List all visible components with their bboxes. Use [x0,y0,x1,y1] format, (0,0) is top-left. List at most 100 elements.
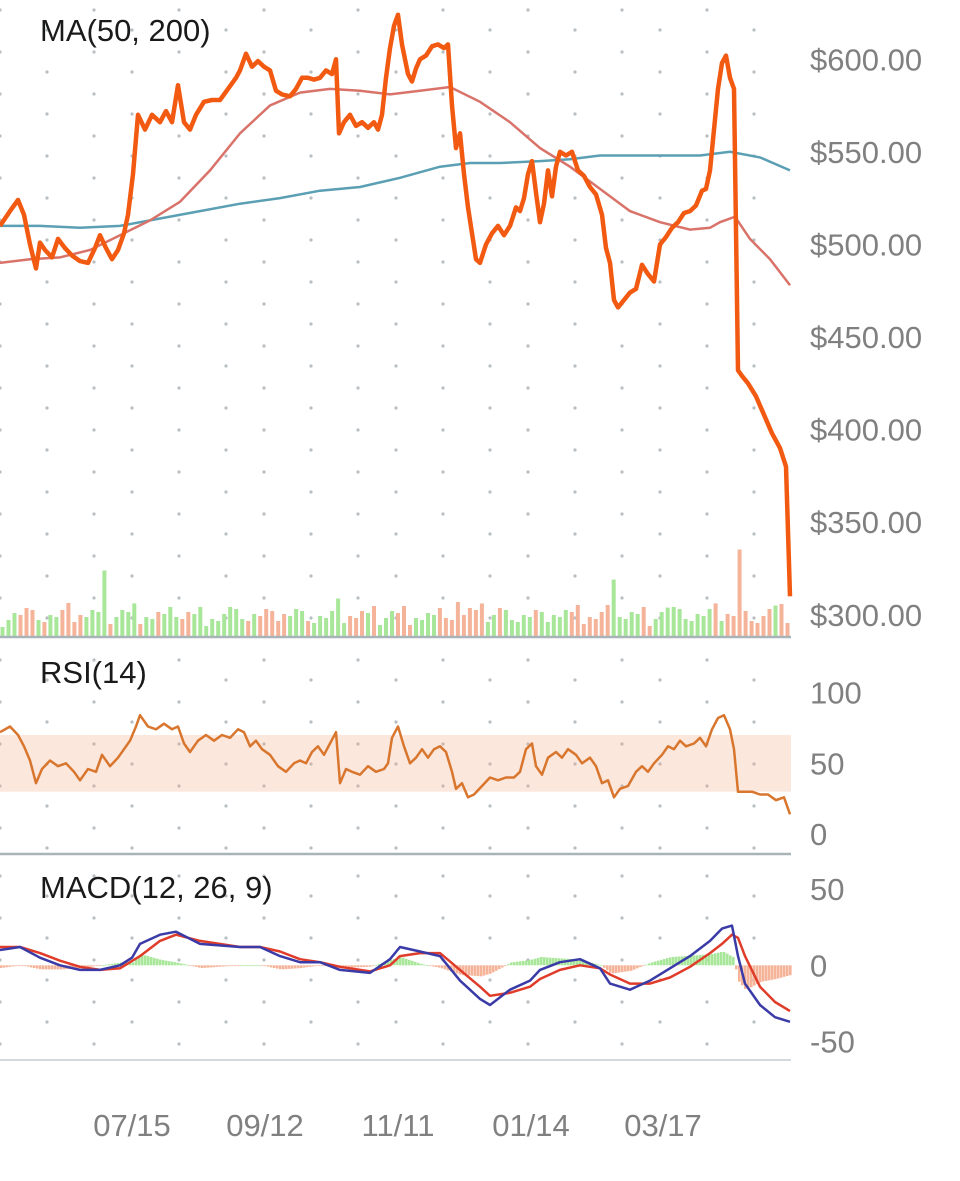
grid-dot [177,874,181,878]
grid-dot [262,176,266,180]
macd-histogram-bar [96,965,99,967]
volume-bar [599,612,604,637]
grid-dot [177,916,181,920]
grid-dot [752,70,756,74]
macd-histogram-bar [90,965,93,967]
grid-dot [356,344,360,348]
grid-dot [177,176,181,180]
macd-histogram-bar [102,965,105,966]
grid-dot [92,218,96,222]
grid-dot [658,574,662,578]
macd-histogram-bar [642,965,645,967]
volume-bar [683,619,688,637]
grid-dot [620,958,624,962]
grid-dot [45,154,49,158]
price-panel-title: MA(50, 200) [40,13,211,48]
volume-bar [0,627,5,637]
macd-histogram-bar [312,965,315,967]
macd-histogram-bar [624,965,627,972]
volume-bar [767,609,772,637]
grid-dot [177,700,181,704]
macd-histogram-bar [609,965,612,973]
macd-histogram-bar [444,965,447,970]
macd-histogram-bar [51,965,54,970]
volume-bar [354,618,359,637]
grid-dot [658,406,662,410]
grid-dot [356,260,360,264]
grid-dot [394,978,398,982]
macd-histogram-bar [366,965,369,967]
macd-histogram-bar [693,955,696,966]
grid-dot [573,532,577,536]
macd-histogram-bar [282,965,285,970]
volume-bar [695,614,700,637]
macd-histogram-bar [492,965,495,973]
volume-bar [156,612,161,637]
grid-dot [394,846,398,850]
grid-dot [224,322,228,326]
grid-dot [658,448,662,452]
macd-histogram-bar [702,954,705,966]
macd-histogram-bar [372,965,375,967]
volume-bar [725,614,730,637]
macd-histogram-bar [714,953,717,966]
grid-dot [177,470,181,474]
grid-dot [262,826,266,830]
macd-histogram-bar [150,957,153,966]
volume-bar [449,620,454,637]
grid-dot [130,322,134,326]
macd-histogram-bar [270,965,273,968]
grid-dot [0,470,2,474]
macd-histogram-bar [666,958,669,966]
grid-dot [752,112,756,116]
grid-dot [526,50,530,54]
grid-dot [224,678,228,682]
volume-bar [72,622,77,637]
volume-bar [785,623,790,637]
grid-dot [224,574,228,578]
macd-histogram-bar [318,965,321,967]
y-tick-label: 0 [810,817,827,852]
volume-bar [432,615,436,637]
grid-dot [394,448,398,452]
rsi-panel: 0 50 100 RSI(14) [0,655,862,856]
grid-dot [488,1020,492,1024]
volume-bar [102,570,107,637]
grid-dot [130,532,134,536]
grid-dot [394,154,398,158]
macd-histogram-bar [402,957,405,966]
macd-histogram-bar [621,965,624,972]
macd-histogram-bar [501,965,504,968]
grid-dot [0,8,2,12]
volume-bar [366,613,370,637]
grid-dot [130,448,134,452]
macd-histogram-bar [777,965,780,979]
grid-dot [705,260,709,264]
volume-bar [641,607,646,637]
grid-dot [262,50,266,54]
macd-histogram-bar [417,962,420,966]
grid-dot [620,826,624,830]
volume-bar [300,611,305,637]
grid-dot [0,742,2,746]
grid-dot [92,302,96,306]
grid-dot [356,958,360,962]
grid-dot [658,70,662,74]
y-tick-label: 50 [810,746,844,781]
grid-dot [45,238,49,242]
grid-dot [573,406,577,410]
grid-dot [441,8,445,12]
macd-histogram-bar [531,959,534,966]
grid-dot [224,720,228,724]
volume-bar [30,610,35,637]
macd-histogram-bar [324,965,327,967]
grid-dot [394,322,398,326]
grid-dot [45,978,49,982]
grid-dot [394,238,398,242]
volume-bar [342,623,347,637]
volume-bar [719,621,724,637]
grid-dot [573,1020,577,1024]
grid-dot [488,846,492,850]
macd-histogram-bar [369,965,372,967]
macd-histogram-bar [204,965,207,968]
